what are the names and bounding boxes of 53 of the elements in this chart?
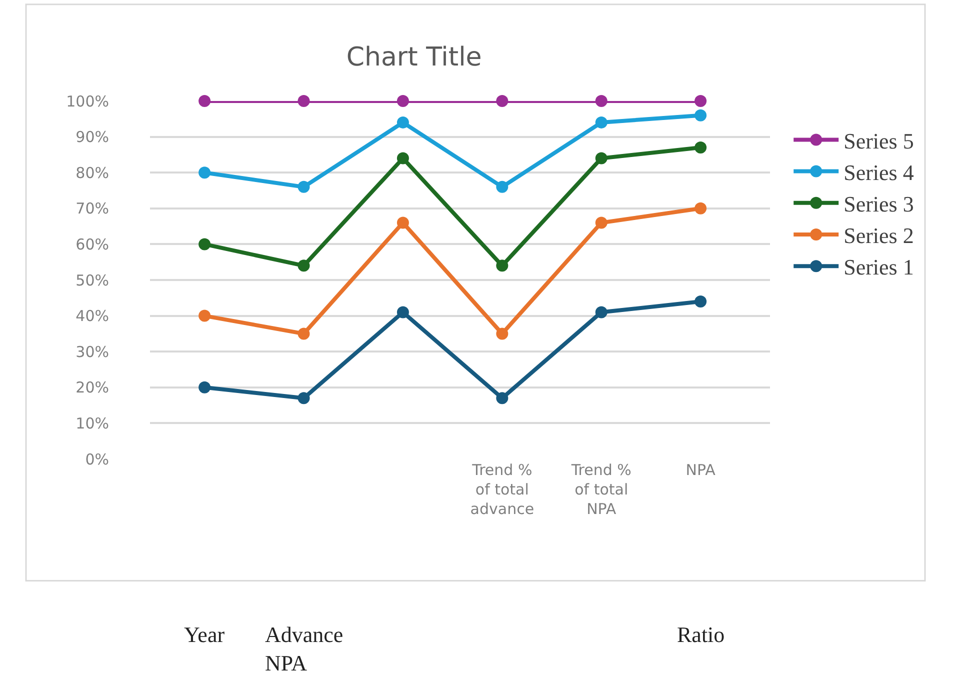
point — [496, 260, 508, 272]
point — [198, 238, 211, 250]
point — [396, 116, 409, 128]
point — [595, 216, 608, 229]
y-tick-label: 70% — [76, 200, 109, 218]
point — [396, 95, 409, 107]
point — [595, 95, 608, 107]
y-tick-label: 60% — [76, 235, 109, 254]
y-tick-label: 50% — [76, 271, 109, 290]
point — [298, 180, 310, 193]
x-tick-label: Trend % of total NPA — [570, 461, 632, 518]
point — [595, 152, 608, 164]
y-tick-label: 100% — [66, 92, 109, 110]
point — [298, 95, 310, 107]
y-tick-label: 90% — [76, 128, 109, 146]
text: Year — [184, 622, 226, 647]
point — [298, 392, 310, 404]
point — [198, 310, 211, 322]
point — [198, 381, 211, 394]
legend-label: Series 2 — [844, 223, 914, 248]
point — [298, 260, 310, 272]
point — [595, 116, 608, 128]
point — [396, 306, 409, 318]
point — [694, 95, 707, 107]
y-tick-label: 10% — [76, 414, 109, 432]
legend-label: Series 1 — [844, 254, 914, 280]
point — [595, 306, 608, 318]
y-tick-label: 20% — [76, 378, 109, 397]
point — [496, 328, 508, 340]
legend-label: Series 5 — [844, 128, 914, 154]
y-tick-label: 80% — [76, 164, 109, 182]
point — [694, 202, 707, 214]
point — [496, 95, 508, 107]
point — [694, 295, 707, 308]
text: Ratio — [677, 622, 725, 647]
point — [496, 392, 508, 404]
point — [694, 142, 707, 154]
point — [198, 166, 211, 179]
y-tick-label: 0% — [85, 450, 109, 468]
x-tick-label: NPA — [686, 461, 716, 479]
x-tick-label: Trend % of total advance — [470, 461, 534, 518]
y-tick-label: 30% — [76, 342, 109, 361]
chart-title: Chart Title — [346, 42, 482, 72]
point — [396, 216, 409, 229]
point — [396, 152, 409, 164]
point — [198, 95, 211, 107]
legend-label: Series 3 — [844, 191, 914, 216]
y-tick-label: 40% — [76, 307, 109, 326]
point — [496, 180, 508, 193]
point — [694, 109, 707, 122]
point — [298, 328, 310, 340]
text: Advance NPA — [265, 622, 344, 673]
legend-label: Series 4 — [844, 160, 914, 185]
